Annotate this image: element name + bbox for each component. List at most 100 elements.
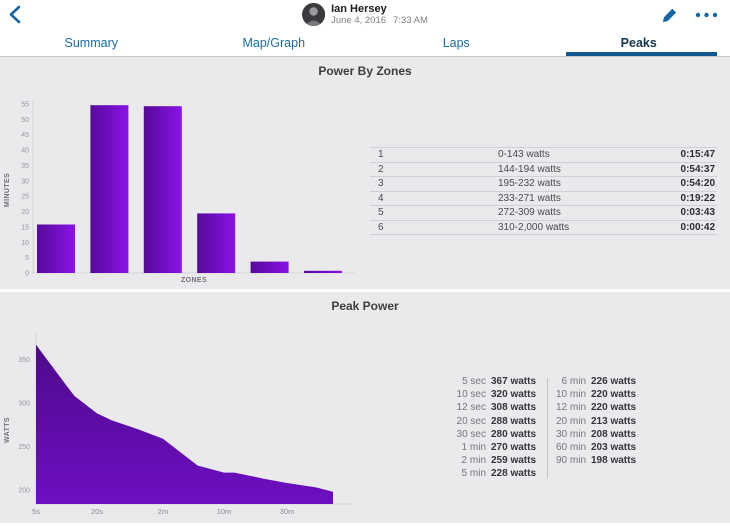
peak-value: 270 watts <box>491 441 537 453</box>
zone-number: 6 <box>378 221 384 233</box>
zone-time: 0:00:42 <box>680 221 715 233</box>
peak-value: 288 watts <box>491 415 537 427</box>
zones-table-row: 3 195-232 watts 0:54:20 <box>370 176 717 191</box>
zone-watt-range: 233-271 watts <box>498 192 561 204</box>
zones-table-row: 6 310-2,000 watts 0:00:42 <box>370 219 717 235</box>
back-button[interactable] <box>8 5 22 24</box>
peak-duration: 10 min <box>555 389 586 401</box>
more-button[interactable] <box>695 12 718 18</box>
peak-duration: 5 min <box>461 468 486 480</box>
edit-button[interactable] <box>662 7 678 23</box>
peak-table-row: 20 sec 288 watts <box>400 415 537 428</box>
peak-power-section: Peak Power 200 250 300 350 WATTS 5s 20s 2m 10m 30… <box>0 292 730 523</box>
peak-table-row: 60 min 203 watts <box>550 441 636 454</box>
activity-date: June 4, 2016 <box>331 15 387 26</box>
user-text: Ian Hersey June 4, 2016 7:33 AM <box>331 3 428 26</box>
zones-chart-title: Power By Zones <box>318 64 412 78</box>
zones-table-row: 2 144-194 watts 0:54:37 <box>370 161 717 177</box>
peak-duration: 60 min <box>555 441 586 453</box>
peak-table-row: 6 min 226 watts <box>550 375 636 388</box>
tab-summary-label: Summary <box>64 35 118 50</box>
svg-text:WATTS: WATTS <box>4 417 11 443</box>
peak-table-row: 1 min 270 watts <box>400 441 536 454</box>
peak-duration: 90 min <box>555 455 586 467</box>
zones-table-row: 4 233-271 watts 0:19:22 <box>370 190 717 206</box>
zone-watt-range: 144-194 watts <box>498 163 561 175</box>
svg-text:20s: 20s <box>91 507 103 516</box>
ellipsis-icon <box>695 12 718 18</box>
peak-duration: 20 sec <box>456 415 486 427</box>
svg-text:30: 30 <box>21 178 29 185</box>
avatar <box>302 3 326 26</box>
peak-value: 280 watts <box>491 428 537 440</box>
peak-duration: 6 min <box>561 376 586 387</box>
svg-text:35: 35 <box>21 163 29 170</box>
peak-table-divider <box>547 378 548 479</box>
header: Ian Hersey June 4, 2016 7:33 AM <box>0 0 730 29</box>
svg-text:50: 50 <box>21 117 29 124</box>
tab-summary[interactable]: Summary <box>0 29 183 56</box>
peak-value: 208 watts <box>591 428 637 440</box>
peak-table-row: 5 min 228 watts <box>400 467 536 480</box>
tab-map-graph-label: Map/Graph <box>242 35 306 50</box>
activity-datetime: June 4, 2016 7:33 AM <box>331 15 428 26</box>
active-tab-underline <box>565 52 717 56</box>
peak-duration: 10 sec <box>456 389 486 401</box>
peak-value: 228 watts <box>491 468 537 480</box>
peak-duration: 12 min <box>555 402 586 414</box>
peak-value: 259 watts <box>491 455 537 467</box>
zone-time: 0:54:20 <box>680 178 715 189</box>
zone-number: 4 <box>378 192 384 204</box>
peak-duration: 30 min <box>555 428 586 440</box>
peak-table-row: 10 min 220 watts <box>550 388 636 401</box>
peak-duration: 1 min <box>461 441 486 453</box>
svg-text:20: 20 <box>21 209 29 216</box>
svg-text:200: 200 <box>18 488 30 495</box>
zone-time: 0:54:37 <box>680 163 715 175</box>
chevron-left-icon <box>9 5 21 24</box>
zone-watt-range: 272-309 watts <box>498 207 561 218</box>
zone-number: 3 <box>378 178 384 189</box>
zone-time: 0:15:47 <box>680 149 715 160</box>
peak-table-row: 90 min 198 watts <box>550 454 636 467</box>
peak-chart-title: Peak Power <box>331 299 399 313</box>
peak-power-chart: 200 250 300 350 WATTS 5s 20s 2m 10m 30m <box>4 333 353 516</box>
zone-number: 2 <box>378 163 384 175</box>
zone-time: 0:19:22 <box>680 192 715 204</box>
svg-text:45: 45 <box>21 132 29 139</box>
zones-table: 1 0-143 watts 0:15:47 2 144-194 watts 0:54:37… <box>370 147 717 235</box>
tab-map-graph[interactable]: Map/Graph <box>183 29 366 56</box>
peak-table-left-column: 5 sec 367 watts 10 sec 320 watts 12 sec 308 w… <box>400 375 537 481</box>
zone-watt-range: 310-2,000 watts <box>498 221 570 233</box>
tab-bar: Summary Map/Graph Laps Peaks <box>0 29 730 57</box>
peak-table-row: 5 sec 367 watts <box>400 375 536 388</box>
zone-number: 5 <box>378 207 384 218</box>
peak-table-row: 20 min 213 watts <box>550 415 636 428</box>
svg-text:300: 300 <box>18 401 30 408</box>
peak-value: 220 watts <box>591 402 637 414</box>
zones-table-row: 1 0-143 watts 0:15:47 <box>370 147 717 162</box>
peak-duration: 2 min <box>461 455 486 467</box>
svg-text:350: 350 <box>18 357 30 364</box>
header-actions <box>662 7 718 23</box>
peak-table-row: 2 min 259 watts <box>400 454 536 467</box>
svg-text:5s: 5s <box>32 507 40 516</box>
svg-text:0: 0 <box>25 271 29 278</box>
avatar-photo <box>302 3 326 26</box>
tab-peaks-label: Peaks <box>620 35 657 50</box>
peak-value: 198 watts <box>591 455 637 467</box>
svg-text:10: 10 <box>21 240 29 247</box>
user-info: Ian Hersey June 4, 2016 7:33 AM <box>302 3 428 26</box>
peak-duration: 20 min <box>555 415 586 427</box>
peak-table-row: 12 sec 308 watts <box>400 401 537 414</box>
peak-value: 320 watts <box>491 389 537 401</box>
svg-text:30m: 30m <box>280 507 295 516</box>
peak-duration: 5 sec <box>462 376 486 387</box>
peak-value: 367 watts <box>491 376 537 387</box>
svg-text:250: 250 <box>18 444 30 451</box>
tab-peaks[interactable]: Peaks <box>548 29 730 56</box>
zone-watt-range: 0-143 watts <box>498 149 550 160</box>
tab-laps[interactable]: Laps <box>365 29 548 56</box>
peak-table-row: 10 sec 320 watts <box>400 388 537 401</box>
